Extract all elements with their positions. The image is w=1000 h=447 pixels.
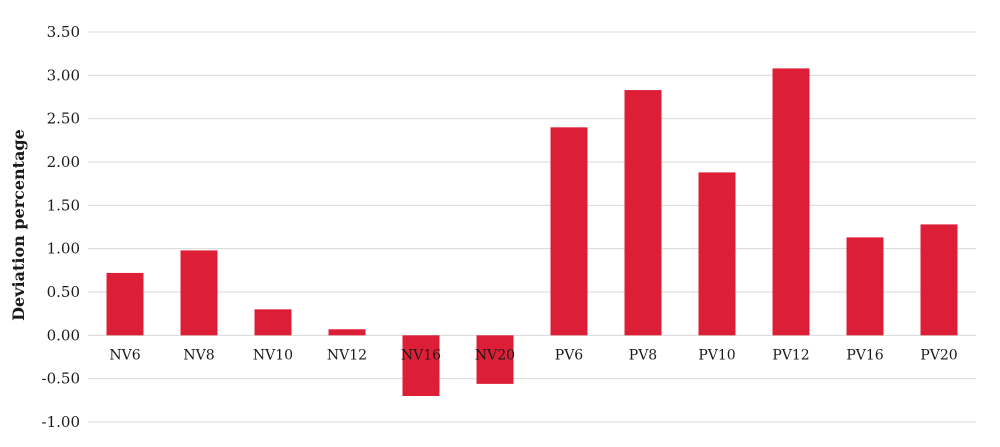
y-tick-label: -0.50	[42, 370, 80, 388]
bar-pv12	[772, 68, 810, 336]
bar-nv6	[106, 272, 144, 336]
bar-pv10	[698, 172, 736, 336]
y-tick-label: 1.00	[47, 240, 80, 258]
x-category-label: PV10	[698, 347, 735, 363]
y-tick-label: 3.00	[47, 66, 80, 84]
y-tick-label: 3.50	[47, 23, 80, 41]
x-category-label: NV10	[253, 347, 293, 363]
bar-pv6	[550, 127, 588, 336]
x-category-label: NV20	[475, 347, 515, 363]
y-axis-ticks: 3.50 3.00 2.50 2.00 1.50 1.00 0.50 0.00 -0.50 -1.…	[42, 23, 80, 431]
y-tick-label: 1.50	[47, 196, 80, 214]
y-tick-label: -1.00	[42, 413, 80, 431]
bar-pv16	[846, 237, 884, 336]
bar-nv16	[402, 335, 440, 396]
x-category-label: NV8	[183, 347, 214, 363]
y-axis-title: Deviation percentage	[9, 129, 28, 321]
y-tick-label: 2.50	[47, 110, 80, 128]
x-axis-categories: NV6 NV8 NV10 NV12 NV16 NV20 PV6 PV8 PV10 PV12 PV16…	[109, 347, 957, 363]
y-tick-label: 2.00	[47, 153, 80, 171]
bar-nv20	[476, 335, 514, 384]
x-category-label: NV12	[327, 347, 367, 363]
bar-nv10	[254, 309, 292, 336]
x-category-label: PV12	[772, 347, 809, 363]
x-category-label: PV8	[629, 347, 657, 363]
bar-nv12	[328, 329, 366, 336]
x-category-label: PV6	[555, 347, 584, 363]
x-category-label: PV16	[846, 347, 883, 363]
gridlines	[88, 31, 976, 423]
x-category-label: PV20	[920, 347, 957, 363]
x-category-label: NV6	[109, 347, 140, 363]
bar-nv8	[180, 250, 218, 336]
y-tick-label: 0.00	[47, 326, 80, 344]
x-category-label: NV16	[401, 347, 441, 363]
bar-pv8	[624, 90, 662, 336]
bar-pv20	[920, 224, 958, 336]
y-tick-label: 0.50	[47, 283, 80, 301]
bars	[106, 68, 958, 396]
